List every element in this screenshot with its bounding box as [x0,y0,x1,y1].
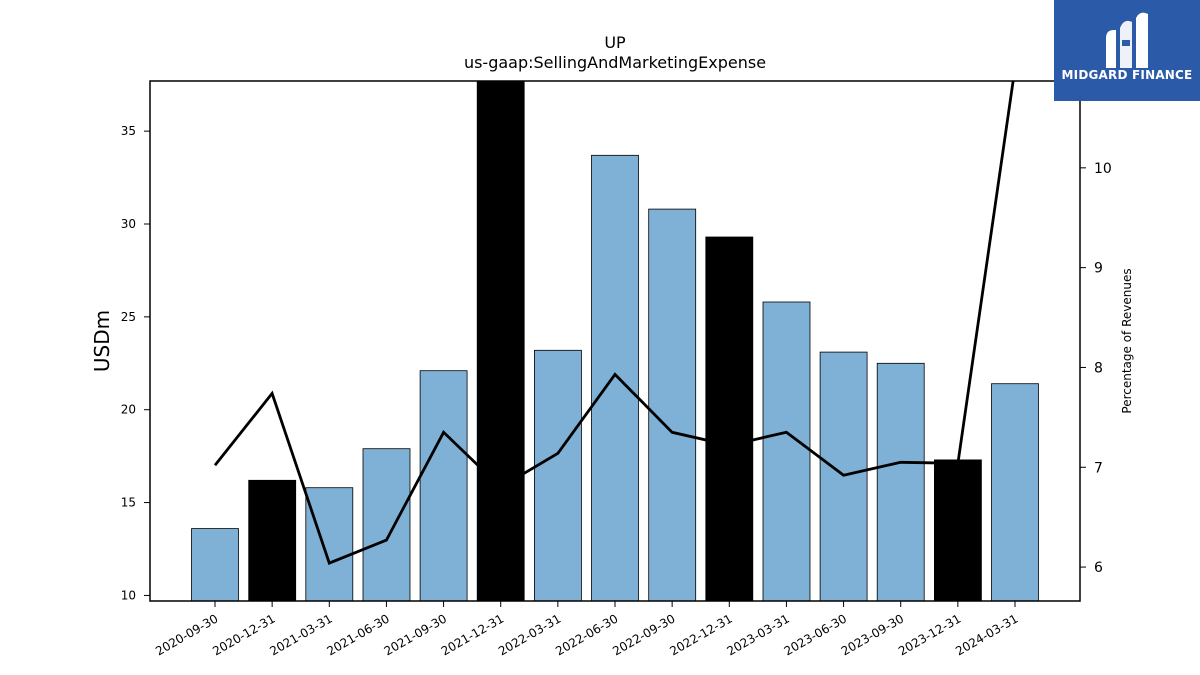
y2-tick-label: 6 [1094,560,1103,576]
line-group [213,81,1015,565]
bar-2024-03-31 [991,383,1039,602]
x-axis: 2020-09-302020-12-312021-03-312021-06-30… [153,601,1021,658]
x-tick-label: 2023-03-31 [725,611,792,658]
chart-subtitle: us-gaap:SellingAndMarketingExpense [464,53,766,72]
y-tick-label: 20 [121,403,136,417]
x-tick-label: 2021-03-31 [267,611,334,658]
x-tick-label: 2024-03-31 [953,611,1020,658]
x-tick-label: 2023-06-30 [782,611,849,658]
y-tick-label: 10 [121,588,136,602]
x-tick-label: 2022-06-30 [553,611,620,658]
y2-tick-label: 8 [1094,360,1103,376]
x-tick-label: 2022-12-31 [667,611,734,658]
y2-tick-label: 7 [1094,460,1103,476]
x-tick-label: 2023-09-30 [839,611,906,658]
bar-2023-03-31 [762,301,811,602]
x-tick-label: 2020-09-30 [153,611,220,658]
midgard-logo-icon [1106,12,1148,68]
y-axis-right: 6 7 8 9 10 [1080,161,1112,576]
y2-tick-label: 9 [1094,261,1103,277]
bar-2021-03-31 [305,487,354,602]
chart-title: UP [604,33,626,52]
x-tick-label: 2023-12-31 [896,611,963,658]
bar-2023-09-30 [876,362,925,602]
y-tick-label: 25 [121,310,136,324]
bar-2021-12-31 [476,80,525,602]
y-tick-label: 35 [121,124,136,138]
midgard-finance-logo: MIDGARD FINANCE [1054,0,1200,101]
y2-axis-label: Percentage of Revenues [1120,268,1134,413]
x-tick-label: 2022-03-31 [496,611,563,658]
y-axis-label: USDm [90,310,114,372]
bar-2022-12-31 [705,236,754,602]
x-tick-label: 2020-12-31 [210,611,277,658]
bar-2022-03-31 [534,349,582,602]
bar-2022-09-30 [648,208,697,602]
bar-group [191,80,1039,602]
bar-2020-09-30 [191,528,239,602]
bar-2021-09-30 [419,370,468,602]
x-tick-label: 2021-06-30 [325,611,392,658]
percentage-line [213,81,1015,565]
y-tick-label: 15 [121,496,136,510]
x-tick-label: 2021-09-30 [382,611,449,658]
bar-2023-12-31 [934,459,982,602]
y-axis-left: 10 15 20 25 30 35 [121,124,150,602]
bar-2020-12-31 [248,479,297,602]
x-tick-label: 2021-12-31 [439,611,506,658]
y-tick-label: 30 [121,217,136,231]
bar-2021-06-30 [362,448,411,602]
bar-2022-06-30 [591,154,639,602]
logo-text: MIDGARD FINANCE [1061,68,1193,82]
y2-tick-label: 10 [1094,161,1112,177]
x-tick-label: 2022-09-30 [610,611,677,658]
